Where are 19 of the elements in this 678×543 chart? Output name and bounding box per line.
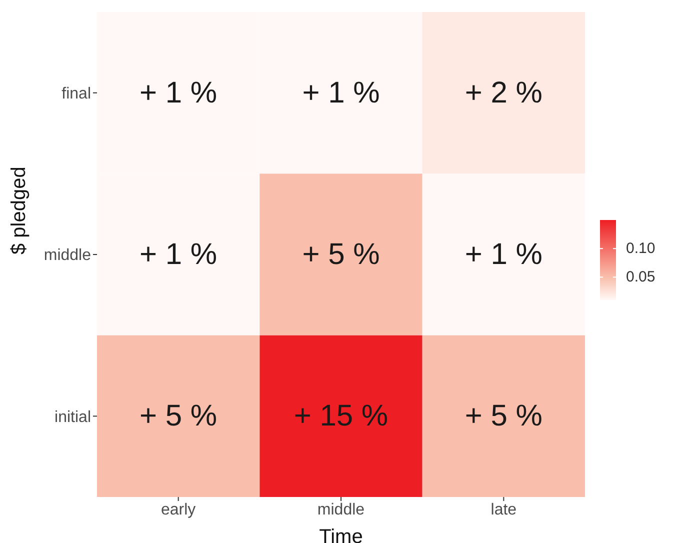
data-label: + 15 % (294, 400, 388, 433)
y-tick-label: middle (44, 247, 92, 264)
color-bar-label: 0.05 (626, 268, 656, 286)
x-tick-label: early (160, 501, 196, 518)
y-axis-title: $ pledged (8, 166, 30, 254)
data-label: + 1 % (140, 76, 218, 110)
data-label: + 5 % (302, 238, 380, 271)
y-tick-label: initial (54, 408, 91, 426)
y-tick-label: final (62, 86, 91, 103)
data-label: + 1 % (140, 238, 218, 271)
x-tick-label: middle (317, 501, 365, 518)
data-label: + 5 % (140, 400, 218, 433)
x-tick-label: late (490, 501, 517, 518)
color-bar-label: 0.10 (626, 240, 656, 258)
data-label: + 5 % (464, 400, 542, 433)
data-label: + 1 % (464, 238, 542, 271)
data-label: + 2 % (464, 76, 542, 110)
data-label: + 1 % (302, 76, 380, 110)
x-axis-title: Time (319, 526, 363, 543)
